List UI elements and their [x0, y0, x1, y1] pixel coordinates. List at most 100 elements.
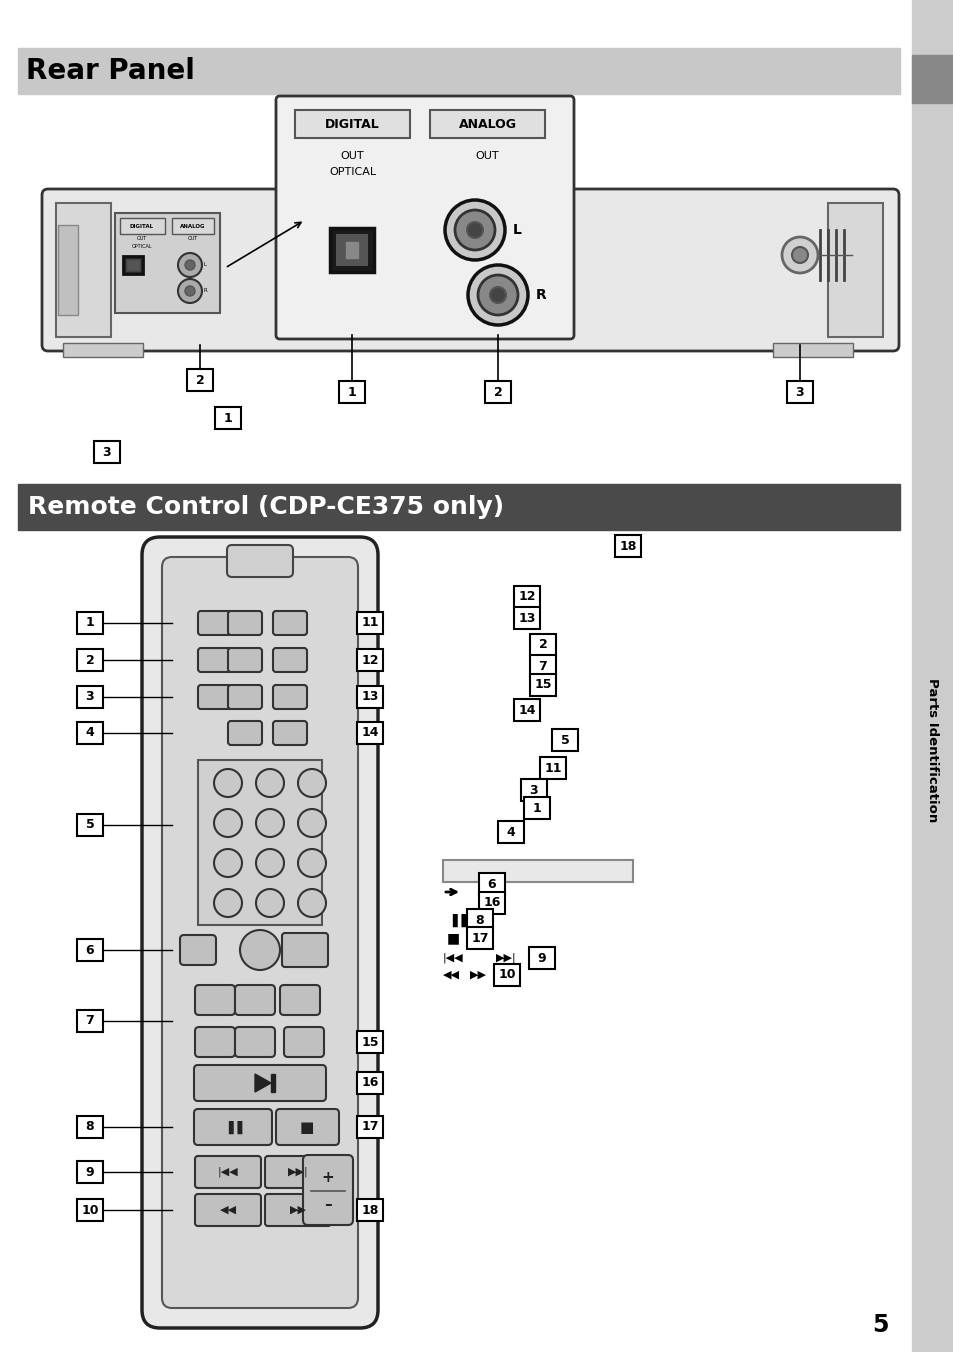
FancyBboxPatch shape	[42, 189, 898, 352]
Bar	[115, 214, 220, 314]
Bar	[356, 1115, 382, 1138]
Bar	[77, 685, 103, 708]
Text: 8: 8	[476, 914, 484, 926]
Circle shape	[468, 265, 527, 324]
Bar	[786, 381, 812, 403]
FancyBboxPatch shape	[194, 1194, 261, 1226]
Text: 8: 8	[86, 1121, 94, 1133]
Circle shape	[185, 287, 194, 296]
Text: DIGITAL: DIGITAL	[325, 118, 379, 131]
Bar	[356, 649, 382, 671]
Text: 7: 7	[538, 660, 547, 672]
Bar	[520, 779, 546, 800]
Text: L: L	[204, 262, 207, 268]
Bar	[827, 203, 882, 337]
Bar	[77, 814, 103, 836]
FancyBboxPatch shape	[265, 1194, 331, 1226]
Circle shape	[444, 200, 504, 260]
Polygon shape	[254, 1073, 271, 1092]
Text: OPTICAL: OPTICAL	[329, 168, 375, 177]
Circle shape	[178, 279, 202, 303]
Text: 10: 10	[497, 968, 516, 982]
Text: 11: 11	[543, 761, 561, 775]
FancyBboxPatch shape	[198, 648, 232, 672]
Bar	[356, 722, 382, 744]
FancyBboxPatch shape	[234, 986, 274, 1015]
Circle shape	[213, 808, 242, 837]
FancyBboxPatch shape	[273, 611, 307, 635]
FancyBboxPatch shape	[162, 557, 357, 1307]
Text: ■: ■	[299, 1119, 314, 1134]
FancyBboxPatch shape	[193, 1065, 326, 1101]
FancyBboxPatch shape	[228, 685, 262, 708]
Text: 14: 14	[517, 703, 536, 717]
FancyBboxPatch shape	[275, 96, 574, 339]
Text: 16: 16	[483, 896, 500, 910]
Bar	[123, 256, 143, 274]
Bar	[356, 685, 382, 708]
Bar	[467, 909, 493, 932]
Text: Rear Panel: Rear Panel	[26, 57, 194, 85]
Text: 3: 3	[795, 385, 803, 399]
FancyBboxPatch shape	[142, 537, 377, 1328]
Bar	[552, 729, 578, 750]
Text: R: R	[536, 288, 546, 301]
Text: 7: 7	[86, 1014, 94, 1028]
Bar	[172, 218, 213, 234]
Text: 12: 12	[361, 653, 378, 667]
Bar	[18, 484, 899, 530]
Text: OUT: OUT	[188, 237, 198, 242]
Bar	[126, 260, 140, 270]
FancyBboxPatch shape	[180, 936, 215, 965]
Circle shape	[213, 890, 242, 917]
Bar	[484, 381, 511, 403]
Text: ANALOG: ANALOG	[458, 118, 516, 131]
Bar	[615, 535, 640, 557]
Bar	[77, 1115, 103, 1138]
Circle shape	[781, 237, 817, 273]
Bar	[198, 760, 322, 925]
Text: 11: 11	[361, 617, 378, 630]
FancyBboxPatch shape	[282, 933, 328, 967]
Bar	[187, 369, 213, 391]
Bar	[442, 860, 633, 882]
Circle shape	[297, 890, 326, 917]
Text: OUT: OUT	[340, 151, 364, 161]
Bar	[77, 612, 103, 634]
Bar	[214, 407, 241, 429]
FancyBboxPatch shape	[273, 648, 307, 672]
FancyBboxPatch shape	[234, 1028, 274, 1057]
FancyBboxPatch shape	[227, 545, 293, 577]
Circle shape	[467, 222, 482, 238]
Text: ANALOG: ANALOG	[180, 223, 206, 228]
Circle shape	[297, 808, 326, 837]
Text: 18: 18	[361, 1203, 378, 1217]
Circle shape	[240, 930, 280, 969]
Bar	[530, 634, 556, 656]
FancyBboxPatch shape	[194, 986, 234, 1015]
Text: 1: 1	[86, 617, 94, 630]
Text: 13: 13	[517, 611, 536, 625]
Text: OUT: OUT	[476, 151, 498, 161]
Text: 4: 4	[506, 826, 515, 838]
Bar	[271, 1073, 274, 1092]
Bar	[467, 927, 493, 949]
Bar	[77, 722, 103, 744]
FancyBboxPatch shape	[198, 611, 232, 635]
Bar	[338, 381, 365, 403]
Bar	[478, 873, 504, 895]
FancyBboxPatch shape	[228, 648, 262, 672]
Circle shape	[185, 260, 194, 270]
FancyBboxPatch shape	[303, 1155, 353, 1225]
Text: DIGITAL: DIGITAL	[130, 223, 153, 228]
Bar	[56, 203, 111, 337]
Circle shape	[477, 274, 517, 315]
Bar	[772, 343, 852, 357]
Bar	[430, 110, 544, 138]
Text: 5: 5	[560, 734, 569, 746]
Bar	[356, 1072, 382, 1094]
FancyBboxPatch shape	[275, 1109, 338, 1145]
Text: 1: 1	[532, 802, 540, 814]
Bar	[356, 612, 382, 634]
Text: ▶▶|: ▶▶|	[496, 953, 517, 963]
